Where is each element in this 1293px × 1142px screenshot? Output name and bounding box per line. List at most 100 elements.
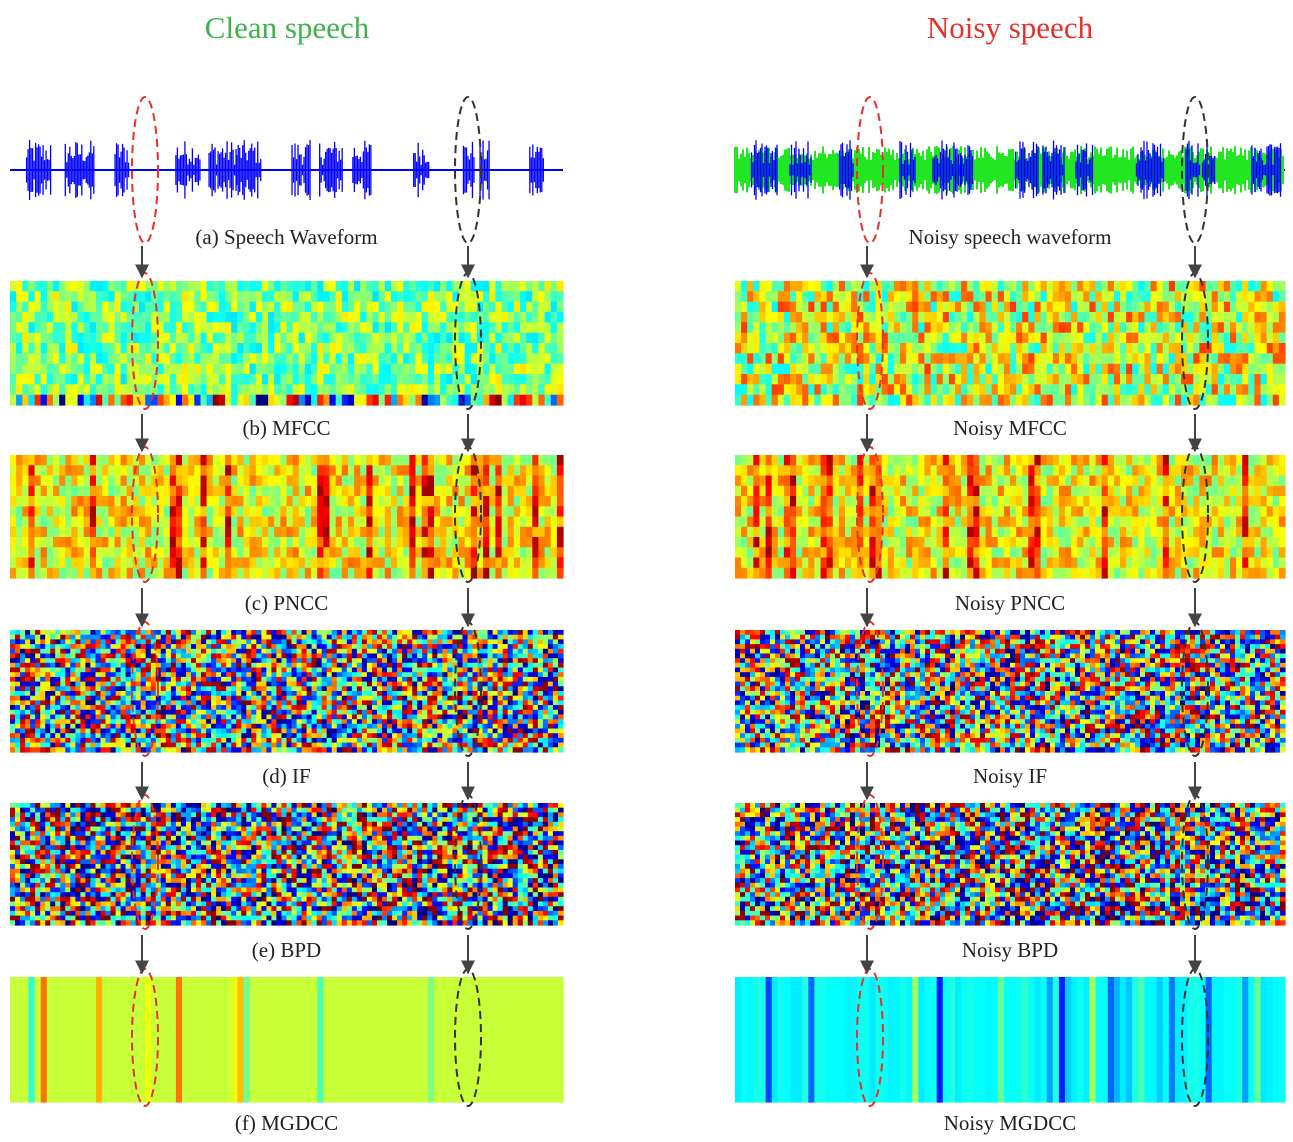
cell	[422, 517, 429, 528]
cell	[121, 465, 128, 476]
cell	[40, 724, 46, 729]
cell	[457, 635, 463, 640]
cell	[508, 719, 514, 724]
cell	[170, 517, 177, 528]
cell	[287, 527, 294, 538]
cell	[268, 517, 275, 528]
cell	[25, 747, 31, 752]
cell	[557, 517, 564, 528]
cell	[53, 506, 60, 517]
cell	[463, 658, 469, 663]
cell	[377, 644, 383, 649]
cell	[90, 302, 97, 313]
cell	[287, 476, 294, 487]
cell	[332, 635, 338, 640]
cell	[268, 343, 275, 354]
cell	[201, 738, 207, 743]
cell	[70, 738, 76, 743]
cell	[498, 724, 504, 729]
cell	[442, 705, 448, 710]
cell	[557, 374, 564, 385]
cell	[10, 686, 16, 691]
cell	[231, 322, 238, 333]
cell	[468, 635, 474, 640]
cell	[96, 312, 103, 323]
cell	[483, 496, 490, 507]
cell	[463, 649, 469, 654]
cell	[108, 486, 115, 497]
cell	[416, 476, 423, 487]
cell	[397, 312, 404, 323]
cell	[161, 705, 167, 710]
cell	[348, 496, 355, 507]
cell	[176, 710, 182, 715]
cell	[35, 639, 41, 644]
cell	[16, 302, 23, 313]
cell	[101, 729, 107, 734]
cell	[545, 517, 552, 528]
cell	[312, 654, 318, 659]
cell	[428, 384, 435, 395]
cell	[372, 691, 378, 696]
cell	[307, 705, 313, 710]
cell	[387, 635, 393, 640]
cell	[299, 506, 306, 517]
cell	[85, 743, 91, 748]
cell	[412, 729, 418, 734]
cell	[428, 496, 435, 507]
cell	[16, 343, 23, 354]
cell	[251, 724, 257, 729]
cell	[176, 465, 183, 476]
cell	[216, 649, 222, 654]
cell	[397, 691, 403, 696]
cell	[366, 312, 373, 323]
cell	[126, 738, 132, 743]
cell	[75, 724, 81, 729]
cell	[176, 517, 183, 528]
cell	[102, 333, 109, 344]
cell	[141, 696, 147, 701]
cell	[336, 322, 343, 333]
cell	[299, 558, 306, 569]
cell	[244, 343, 251, 354]
cell	[121, 668, 127, 673]
cell	[452, 639, 458, 644]
cell	[246, 663, 252, 668]
cell	[483, 691, 489, 696]
cell	[256, 343, 263, 354]
cell	[317, 747, 323, 752]
cell	[35, 710, 41, 715]
cell	[508, 715, 514, 720]
cell	[312, 649, 318, 654]
cell	[327, 677, 333, 682]
cell	[352, 644, 358, 649]
cell	[432, 738, 438, 743]
cell	[342, 715, 348, 720]
cell	[219, 395, 226, 406]
cell	[90, 649, 96, 654]
cell	[145, 384, 152, 395]
cell	[84, 364, 91, 375]
cell	[465, 506, 472, 517]
cell	[45, 677, 51, 682]
cell	[508, 302, 515, 313]
cell	[382, 644, 388, 649]
cell	[60, 644, 66, 649]
cell	[357, 672, 363, 677]
cell	[78, 486, 85, 497]
cell	[372, 710, 378, 715]
cell	[30, 644, 36, 649]
cell	[164, 384, 171, 395]
cell	[348, 364, 355, 375]
cell	[391, 547, 398, 558]
cell	[256, 496, 263, 507]
cell	[101, 658, 107, 663]
cell	[457, 677, 463, 682]
cell	[156, 743, 162, 748]
cell	[126, 724, 132, 729]
cell	[483, 663, 489, 668]
cell	[409, 558, 416, 569]
cell	[141, 719, 147, 724]
cell	[377, 649, 383, 654]
cell	[520, 291, 527, 302]
